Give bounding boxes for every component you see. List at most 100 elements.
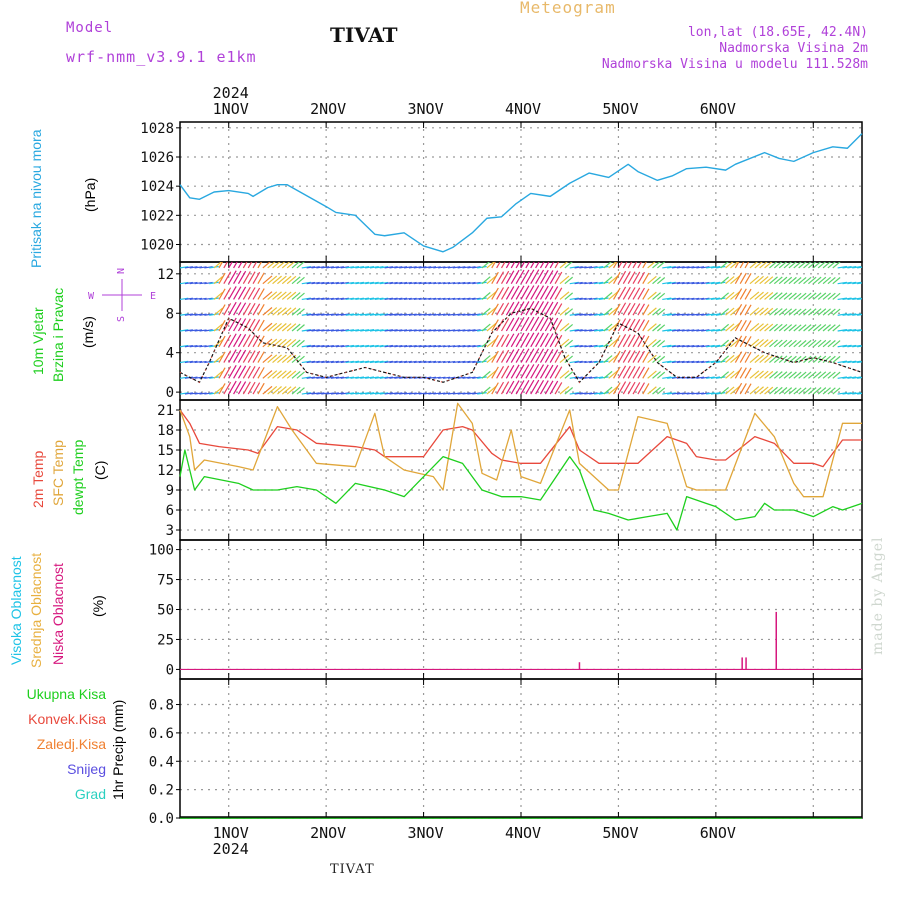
wind-barb	[355, 297, 365, 301]
wind-barb	[399, 297, 408, 301]
wind-barb	[632, 262, 638, 269]
wind-barb	[764, 292, 774, 300]
wind-barb	[710, 360, 721, 364]
wind-barb	[667, 281, 676, 285]
wind-barb	[510, 348, 520, 363]
wind-barb	[603, 370, 613, 379]
wind-barb	[759, 307, 769, 316]
wind-barb	[759, 339, 769, 348]
wind-barb	[379, 329, 389, 332]
wind-barb	[691, 329, 700, 332]
wind-barb	[808, 339, 817, 348]
wind-barb	[277, 323, 287, 332]
wind-barb	[428, 297, 437, 301]
wind-barb	[257, 288, 265, 300]
wind-barb	[579, 282, 587, 285]
wind-barb	[788, 339, 797, 348]
wind-barb	[467, 392, 476, 395]
wind-barb	[730, 262, 739, 269]
wind-barb	[778, 308, 788, 316]
wind-barb	[559, 386, 570, 395]
wind-barb	[369, 313, 379, 316]
wind-barb	[632, 382, 641, 395]
wind-barb	[764, 276, 774, 285]
wind-barb	[676, 329, 685, 332]
wind-barb	[627, 350, 636, 363]
wind-barb	[852, 281, 862, 285]
wind-barb	[827, 371, 836, 379]
wind-barb	[403, 392, 412, 395]
wind-barb	[842, 376, 852, 379]
wind-barb	[842, 344, 852, 348]
wind-barb	[423, 313, 432, 316]
wind-barb	[194, 329, 203, 332]
wind-barb	[861, 346, 862, 347]
wind-barb	[574, 313, 583, 316]
wind-barb	[301, 265, 311, 269]
wind-barb	[452, 345, 461, 348]
wind-barb	[603, 323, 613, 332]
wind-barb	[467, 344, 476, 348]
wind-barb	[433, 329, 441, 332]
wind-barb	[399, 313, 408, 316]
wind-barb	[696, 360, 705, 364]
wind-barb	[515, 285, 525, 300]
wind-barb	[793, 308, 802, 316]
wind-barb	[447, 360, 456, 364]
wind-barb	[584, 313, 593, 316]
wind-barb	[360, 376, 370, 379]
wind-barb	[316, 266, 325, 269]
wind-barb	[457, 345, 466, 348]
wind-barb	[335, 281, 344, 285]
pressure-line	[179, 133, 863, 253]
wind-barb	[510, 262, 516, 269]
wind-barb	[706, 297, 715, 301]
wind-barb	[262, 262, 271, 269]
wind-barb	[827, 292, 836, 300]
x-tick-label-bottom: 4NOV	[505, 824, 541, 842]
wind-barb	[252, 350, 261, 363]
wind-barb	[749, 262, 758, 269]
wind-barb	[662, 392, 672, 395]
wind-barb	[608, 262, 617, 269]
wind-barb	[477, 265, 487, 269]
wind-barb	[316, 360, 325, 364]
wind-barb	[652, 308, 661, 316]
wind-barb	[189, 360, 198, 364]
wind-barb	[180, 344, 189, 348]
wind-barb	[710, 329, 721, 332]
wind-barb	[671, 344, 681, 348]
wind-barb	[438, 345, 446, 348]
wind-barb	[462, 281, 471, 285]
wind-barb	[237, 262, 243, 269]
wind-barb	[769, 386, 778, 395]
wind-barb	[701, 266, 710, 269]
wind-barb	[574, 329, 583, 332]
wind-barb	[184, 392, 193, 395]
wind-barb	[438, 281, 446, 285]
wind-barb	[642, 288, 650, 300]
wind-barb	[822, 371, 831, 379]
wind-barb	[374, 360, 384, 364]
wind-barb	[360, 281, 370, 285]
wind-barb	[496, 366, 505, 379]
wind-barb	[428, 392, 437, 395]
wind-barb	[525, 316, 535, 332]
wind-barb	[720, 276, 730, 285]
wind-barb	[472, 281, 481, 285]
wind-barb	[584, 297, 593, 301]
wind-barb	[360, 392, 370, 395]
wind-barb	[584, 392, 593, 395]
wind-barb	[296, 371, 305, 379]
wind-barb	[477, 376, 487, 379]
wind-barb	[247, 350, 256, 363]
wind-barb	[389, 376, 398, 379]
wind-barb	[627, 271, 636, 284]
wind-barb	[384, 344, 393, 348]
wind-barb	[530, 262, 535, 269]
wind-barb	[647, 354, 657, 364]
compass-n: N	[116, 268, 127, 274]
wind-barb	[652, 276, 661, 285]
wind-barb	[579, 360, 587, 364]
wind-barb	[496, 302, 505, 316]
